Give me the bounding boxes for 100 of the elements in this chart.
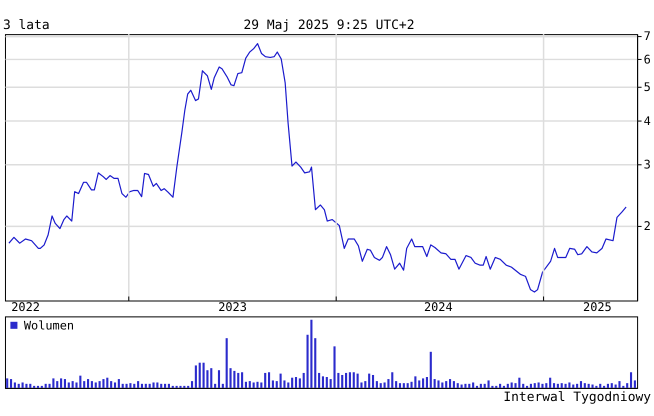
bar <box>333 346 336 388</box>
bar <box>75 382 78 388</box>
bar <box>306 334 309 388</box>
bar <box>94 382 97 388</box>
x-tick-label: 2025 <box>583 300 612 314</box>
bar <box>133 384 136 388</box>
bar <box>552 383 556 388</box>
bar <box>268 372 270 388</box>
bar <box>52 378 54 388</box>
bar <box>79 376 82 388</box>
bar <box>72 381 74 388</box>
x-tick-label: 2022 <box>11 300 40 314</box>
bar <box>576 384 578 388</box>
bar <box>291 378 294 388</box>
bar <box>190 381 194 388</box>
bar <box>398 383 402 388</box>
bar <box>380 383 382 388</box>
chart-subtitle: 29 Maj 2025 9:25 UTC+2 <box>244 18 414 34</box>
bar <box>198 362 201 388</box>
bar <box>506 384 509 388</box>
bar <box>460 384 463 388</box>
bar <box>56 381 58 388</box>
bar <box>160 384 162 388</box>
bar <box>472 382 474 388</box>
bar <box>534 383 536 388</box>
bar <box>218 370 220 388</box>
bar <box>448 379 452 388</box>
bar <box>530 384 532 388</box>
bar <box>129 383 132 388</box>
bar <box>541 384 544 388</box>
bar <box>610 383 613 388</box>
bar <box>272 380 274 388</box>
bar <box>280 374 282 388</box>
bar <box>384 382 386 388</box>
bar <box>606 384 609 388</box>
bar <box>538 382 540 388</box>
bar <box>430 352 432 388</box>
bar <box>118 379 120 388</box>
bar <box>356 374 359 388</box>
bar <box>194 365 197 388</box>
bar <box>86 379 90 388</box>
bar <box>140 384 144 388</box>
bar <box>518 378 520 388</box>
bar <box>337 372 340 388</box>
bar <box>98 381 101 388</box>
bar <box>626 383 628 388</box>
bar <box>630 372 632 388</box>
bar <box>441 382 444 388</box>
bar <box>452 381 455 388</box>
bar <box>341 374 344 388</box>
bar <box>584 383 586 388</box>
bar <box>572 384 574 388</box>
bar <box>556 384 559 388</box>
bar <box>588 384 590 388</box>
bar <box>634 380 636 388</box>
chart-title: 3 lata <box>2 18 50 34</box>
bar <box>241 372 244 388</box>
bar <box>445 381 448 388</box>
bar <box>480 384 482 388</box>
bar <box>152 382 155 388</box>
bar <box>294 377 298 388</box>
bar <box>60 378 62 388</box>
bar <box>406 383 409 388</box>
bar <box>402 383 405 388</box>
bar <box>244 382 247 388</box>
bar <box>322 376 324 388</box>
bar <box>345 372 348 388</box>
bar <box>487 380 490 388</box>
bar <box>580 381 582 388</box>
bar <box>376 381 378 388</box>
y-tick-label: 7 <box>644 29 651 44</box>
bar <box>106 378 108 388</box>
bar <box>18 384 20 388</box>
bar <box>210 368 212 388</box>
legend-label: Wolumen <box>24 318 74 332</box>
bar <box>6 378 8 388</box>
bar <box>68 382 70 388</box>
bar <box>126 384 128 388</box>
text: Interwal Tygodniowy <box>503 390 652 405</box>
bar <box>310 320 312 388</box>
y-tick-label: 2 <box>644 218 651 233</box>
bar <box>144 384 147 388</box>
bar <box>464 384 467 388</box>
bar <box>360 382 363 388</box>
bar <box>148 384 151 388</box>
bar <box>248 381 251 388</box>
bar <box>206 370 208 388</box>
bar <box>422 378 424 388</box>
bar <box>614 384 617 388</box>
bar <box>110 381 112 388</box>
bar <box>14 382 16 388</box>
bar <box>25 384 28 388</box>
bar <box>164 384 166 388</box>
bar <box>484 384 486 388</box>
bar <box>418 380 420 388</box>
bar <box>114 382 116 388</box>
bar <box>468 384 470 388</box>
bar <box>233 370 236 388</box>
bar <box>330 379 332 388</box>
bar <box>499 384 502 388</box>
